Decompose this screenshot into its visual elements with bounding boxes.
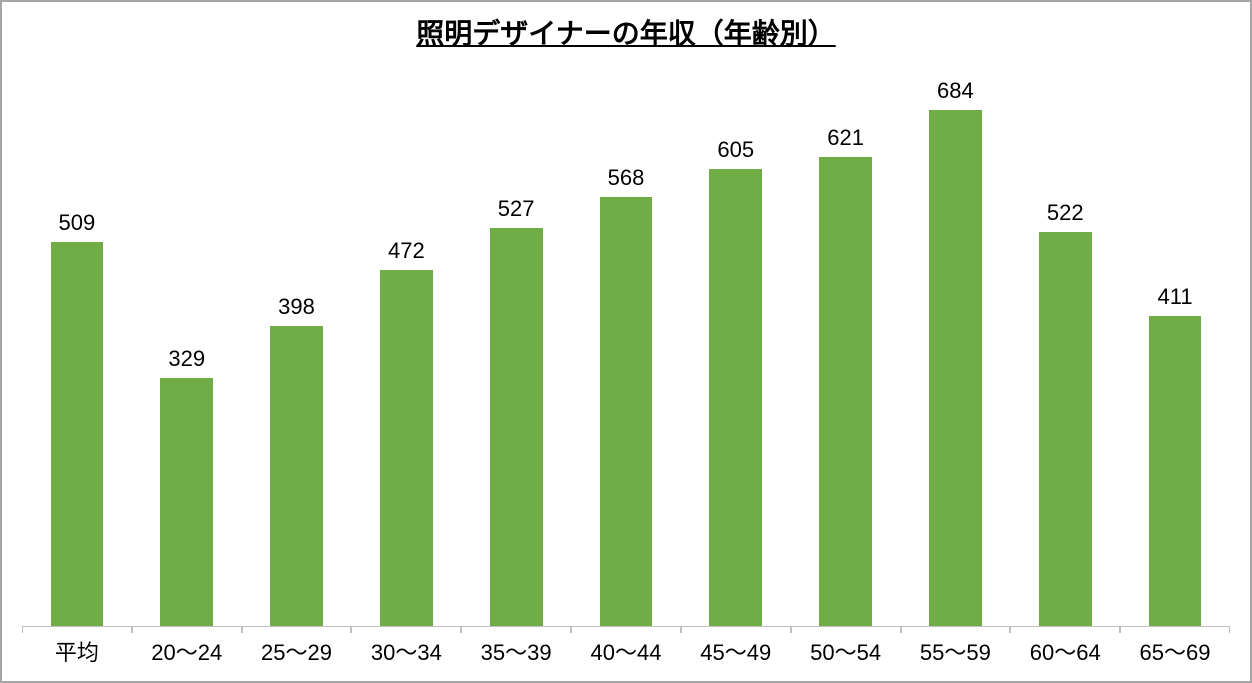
tick bbox=[1120, 627, 1230, 633]
bar-group: 527 bbox=[461, 60, 571, 626]
plot-area: 509 329 398 472 527 568 605 bbox=[2, 60, 1250, 626]
bar bbox=[819, 157, 872, 626]
x-label: 55～59 bbox=[901, 635, 1011, 667]
data-label: 527 bbox=[498, 196, 535, 222]
x-label: 65～69 bbox=[1120, 635, 1230, 667]
tick bbox=[901, 627, 1011, 633]
data-label: 568 bbox=[608, 165, 645, 191]
data-label: 472 bbox=[388, 238, 425, 264]
bar-group: 684 bbox=[901, 60, 1011, 626]
tick bbox=[461, 627, 571, 633]
tick bbox=[681, 627, 791, 633]
data-label: 329 bbox=[168, 346, 205, 372]
bar bbox=[380, 270, 433, 626]
bar-group: 568 bbox=[571, 60, 681, 626]
tick bbox=[242, 627, 352, 633]
x-label: 20～24 bbox=[132, 635, 242, 667]
data-label: 522 bbox=[1047, 200, 1084, 226]
x-label: 30～34 bbox=[351, 635, 461, 667]
chart-title: 照明デザイナーの年収（年齢別） bbox=[2, 2, 1250, 60]
tick bbox=[22, 627, 132, 633]
bar-group: 621 bbox=[791, 60, 901, 626]
x-label: 平均 bbox=[22, 635, 132, 667]
bar bbox=[160, 378, 213, 626]
tick bbox=[571, 627, 681, 633]
data-label: 398 bbox=[278, 294, 315, 320]
data-label: 509 bbox=[59, 210, 96, 236]
bar bbox=[600, 197, 653, 626]
bar bbox=[51, 242, 104, 626]
bar-group: 472 bbox=[351, 60, 461, 626]
bar bbox=[1039, 232, 1092, 626]
data-label: 605 bbox=[717, 137, 754, 163]
data-label: 684 bbox=[937, 78, 974, 104]
x-axis-labels: 平均 20～24 25～29 30～34 35～39 40～44 45～49 5… bbox=[2, 633, 1250, 681]
x-label: 45～49 bbox=[681, 635, 791, 667]
x-label: 50～54 bbox=[791, 635, 901, 667]
x-label: 25～29 bbox=[242, 635, 352, 667]
x-label: 35～39 bbox=[461, 635, 571, 667]
tick bbox=[791, 627, 901, 633]
chart-container: 照明デザイナーの年収（年齢別） 509 329 398 472 527 568 bbox=[0, 0, 1252, 683]
bar-group: 329 bbox=[132, 60, 242, 626]
x-axis-ticks bbox=[2, 627, 1250, 633]
x-label: 60～64 bbox=[1010, 635, 1120, 667]
tick bbox=[351, 627, 461, 633]
tick bbox=[132, 627, 242, 633]
data-label: 411 bbox=[1157, 284, 1192, 310]
bar bbox=[270, 326, 323, 626]
bar bbox=[1149, 316, 1202, 626]
bar-group: 522 bbox=[1010, 60, 1120, 626]
bar-group: 509 bbox=[22, 60, 132, 626]
bar-group: 398 bbox=[242, 60, 352, 626]
bar-group: 411 bbox=[1120, 60, 1230, 626]
x-label: 40～44 bbox=[571, 635, 681, 667]
bar-group: 605 bbox=[681, 60, 791, 626]
tick bbox=[1010, 627, 1120, 633]
data-label: 621 bbox=[827, 125, 864, 151]
bar bbox=[709, 169, 762, 626]
bar bbox=[490, 228, 543, 626]
bar bbox=[929, 110, 982, 626]
